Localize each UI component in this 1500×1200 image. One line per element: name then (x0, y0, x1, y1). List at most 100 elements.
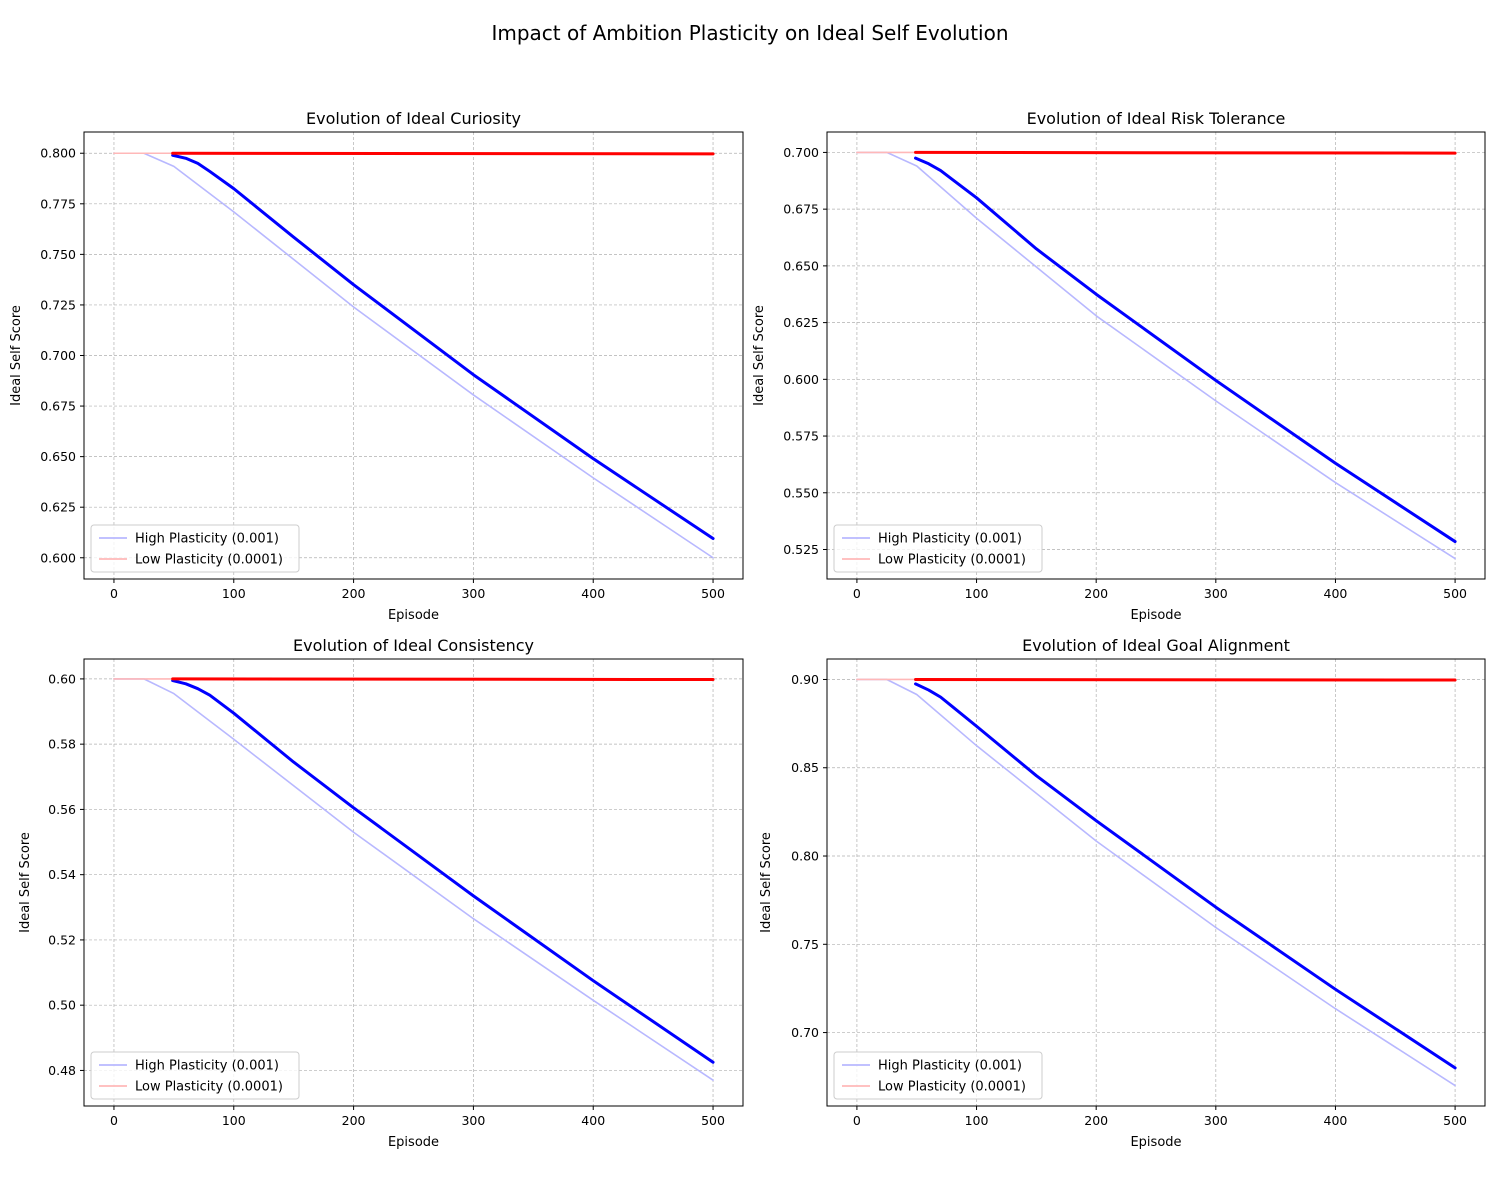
y-tick-label: 0.600 (40, 550, 76, 565)
x-tick-label: 100 (222, 1113, 246, 1128)
subplot-title: Evolution of Ideal Goal Alignment (1022, 636, 1290, 655)
y-tick-label: 0.75 (791, 937, 819, 952)
x-tick-label: 0 (110, 586, 118, 601)
y-tick-label: 0.550 (783, 485, 819, 500)
y-tick-label: 0.700 (40, 348, 76, 363)
x-tick-label: 0 (853, 1113, 861, 1128)
legend-box (833, 524, 1043, 573)
y-tick-label: 0.80 (791, 849, 819, 864)
y-axis-label: Ideal Self Score (9, 305, 24, 406)
subplot-title: Evolution of Ideal Curiosity (306, 109, 521, 128)
y-tick-label: 0.60 (48, 671, 76, 686)
subplot-1: 0 100 200 300 400 500 0.600 0.625 0.650 0.675 0.70… (9, 109, 744, 623)
x-tick-label: 100 (965, 1113, 989, 1128)
legend-label: High Plasticity (0.001) (135, 1059, 279, 1074)
subplot-title: Evolution of Ideal Consistency (293, 636, 534, 655)
x-tick-label: 200 (1084, 1113, 1108, 1128)
y-tick-label: 0.54 (48, 867, 76, 882)
series-line-bold (171, 151, 715, 156)
y-axis-label: Ideal Self Score (752, 305, 767, 406)
x-tick-label: 300 (461, 1113, 485, 1128)
figure-title: Impact of Ambition Plasticity on Ideal S… (491, 21, 1008, 45)
series-line-faint (113, 678, 714, 1082)
series-line-bold (914, 677, 1457, 682)
x-tick-label: 300 (1204, 1113, 1228, 1128)
y-tick-label: 0.650 (40, 449, 76, 464)
legend-box (833, 1051, 1043, 1100)
legend: High Plasticity (0.001) Low Plasticity (0… (90, 524, 300, 573)
legend-label: High Plasticity (0.001) (135, 532, 279, 547)
x-axis-label: Episode (1130, 1135, 1181, 1150)
series-line-bold (171, 679, 715, 1064)
y-tick-label: 0.575 (783, 429, 819, 444)
x-tick-label: 0 (853, 586, 861, 601)
series-line-bold (914, 682, 1457, 1070)
y-tick-label: 0.90 (791, 672, 819, 687)
y-tick-label: 0.52 (48, 932, 76, 947)
series-line-bold (171, 677, 715, 682)
x-tick-label: 500 (1443, 1113, 1467, 1128)
x-tick-label: 200 (342, 586, 366, 601)
y-tick-label: 0.750 (40, 247, 76, 262)
x-tick-label: 0 (110, 1113, 118, 1128)
legend-box (90, 524, 300, 573)
legend: High Plasticity (0.001) Low Plasticity (0… (90, 1051, 300, 1100)
x-tick-label: 300 (1204, 586, 1228, 601)
x-tick-label: 100 (965, 586, 989, 601)
x-tick-label: 500 (701, 586, 725, 601)
x-tick-label: 400 (581, 586, 605, 601)
x-tick-label: 300 (461, 586, 485, 601)
subplot-2: 0 100 200 300 400 500 0.525 0.550 0.575 0.600 0.62… (752, 109, 1486, 623)
series-line-bold (171, 153, 715, 541)
legend-label: Low Plasticity (0.0001) (135, 553, 283, 568)
x-tick-label: 400 (1324, 1113, 1348, 1128)
y-tick-label: 0.675 (783, 202, 819, 217)
y-tick-label: 0.625 (783, 315, 819, 330)
y-tick-label: 0.775 (40, 196, 76, 211)
series-line-bold (914, 156, 1457, 544)
x-axis-label: Episode (1130, 608, 1181, 623)
x-tick-label: 400 (1324, 586, 1348, 601)
x-tick-label: 200 (342, 1113, 366, 1128)
legend: High Plasticity (0.001) Low Plasticity (0… (833, 524, 1043, 573)
y-tick-label: 0.58 (48, 737, 76, 752)
axes-frame (826, 658, 1486, 1107)
x-axis-label: Episode (388, 608, 439, 623)
subplot-title: Evolution of Ideal Risk Tolerance (1027, 109, 1286, 128)
legend-label: Low Plasticity (0.0001) (878, 1080, 1026, 1095)
axes-frame (826, 131, 1486, 580)
x-tick-label: 200 (1084, 586, 1108, 601)
legend-box (90, 1051, 300, 1100)
series-line-faint (113, 152, 714, 559)
subplot-3: 0 100 200 300 400 500 0.48 0.50 0.52 0.54 0.56 0.58… (18, 636, 744, 1150)
y-axis-label: Ideal Self Score (18, 832, 33, 933)
y-tick-label: 0.56 (48, 802, 76, 817)
y-tick-label: 0.675 (40, 399, 76, 414)
y-tick-label: 0.625 (40, 500, 76, 515)
y-tick-label: 0.600 (783, 372, 819, 387)
x-tick-label: 500 (701, 1113, 725, 1128)
y-tick-label: 0.70 (791, 1025, 819, 1040)
y-tick-label: 0.525 (783, 542, 819, 557)
y-tick-label: 0.650 (783, 258, 819, 273)
legend: High Plasticity (0.001) Low Plasticity (0… (833, 1051, 1043, 1100)
x-tick-label: 500 (1443, 586, 1467, 601)
subplot-grid: 0 100 200 300 400 5000.6000.6250.6500.6750.70… (9, 109, 1486, 1150)
y-tick-label: 0.85 (791, 760, 819, 775)
series-line-faint (856, 151, 1456, 560)
series-line-bold (914, 150, 1457, 155)
y-tick-label: 0.48 (48, 1063, 76, 1078)
legend-label: High Plasticity (0.001) (878, 532, 1022, 547)
x-tick-label: 400 (581, 1113, 605, 1128)
y-tick-label: 0.725 (40, 297, 76, 312)
y-tick-label: 0.700 (783, 145, 819, 160)
y-tick-label: 0.800 (40, 146, 76, 161)
y-axis-label: Ideal Self Score (759, 832, 774, 933)
legend-label: Low Plasticity (0.0001) (878, 553, 1026, 568)
series-line-faint (856, 678, 1456, 1087)
x-axis-label: Episode (388, 1135, 439, 1150)
y-tick-label: 0.50 (48, 998, 76, 1013)
legend-label: High Plasticity (0.001) (878, 1059, 1022, 1074)
x-tick-label: 100 (222, 586, 246, 601)
